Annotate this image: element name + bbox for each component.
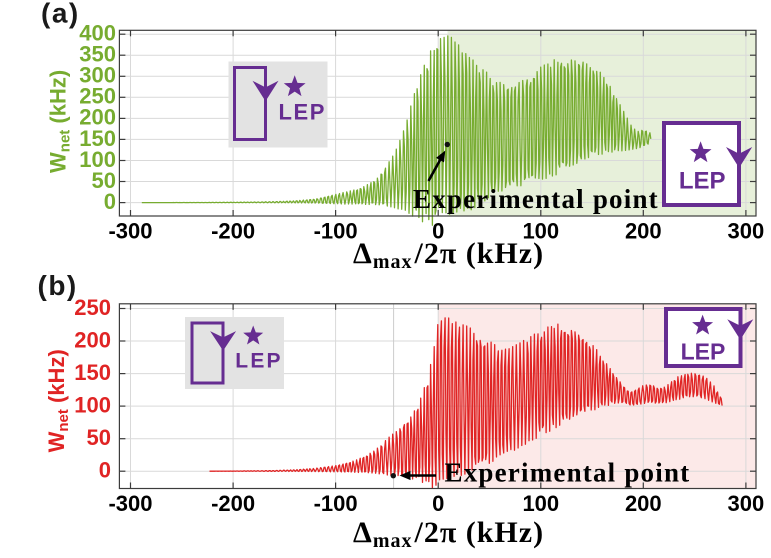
svg-text:-100: -100 xyxy=(314,219,358,244)
svg-text:400: 400 xyxy=(79,21,116,46)
svg-text:LEP: LEP xyxy=(679,168,726,195)
svg-text:300: 300 xyxy=(79,63,116,88)
svg-text:100: 100 xyxy=(522,491,559,516)
svg-text:200: 200 xyxy=(74,327,111,352)
svg-text:300: 300 xyxy=(728,219,765,244)
svg-text:150: 150 xyxy=(79,126,116,151)
svg-text:200: 200 xyxy=(79,105,116,130)
svg-text:LEP: LEP xyxy=(279,99,327,124)
svg-text:LEP: LEP xyxy=(235,350,282,373)
svg-text:-200: -200 xyxy=(211,219,255,244)
svg-text:Experimental point: Experimental point xyxy=(445,457,691,487)
svg-text:100: 100 xyxy=(79,147,116,172)
svg-text:Wnet (kHz): Wnet (kHz) xyxy=(44,349,72,452)
svg-text:350: 350 xyxy=(79,42,116,67)
svg-text:0: 0 xyxy=(432,219,444,244)
svg-text:-300: -300 xyxy=(108,491,152,516)
svg-text:300: 300 xyxy=(728,491,765,516)
svg-text:-200: -200 xyxy=(211,491,255,516)
svg-text:Wnet (kHz): Wnet (kHz) xyxy=(46,70,74,173)
svg-text:-100: -100 xyxy=(314,491,358,516)
svg-text:250: 250 xyxy=(74,295,111,320)
svg-text:(b): (b) xyxy=(38,270,78,301)
svg-text:250: 250 xyxy=(79,84,116,109)
svg-text:Experimental point: Experimental point xyxy=(413,184,659,214)
svg-text:0: 0 xyxy=(432,491,444,516)
svg-text:200: 200 xyxy=(625,491,662,516)
svg-text:50: 50 xyxy=(87,425,111,450)
svg-text:-300: -300 xyxy=(108,219,152,244)
svg-text:0: 0 xyxy=(104,189,116,214)
svg-text:150: 150 xyxy=(74,360,111,385)
svg-text:50: 50 xyxy=(92,168,116,193)
svg-text:200: 200 xyxy=(625,219,662,244)
svg-text:100: 100 xyxy=(522,219,559,244)
svg-text:0: 0 xyxy=(99,458,111,483)
svg-text:(a): (a) xyxy=(41,0,80,29)
svg-text:100: 100 xyxy=(74,392,111,417)
svg-text:LEP: LEP xyxy=(681,339,726,365)
